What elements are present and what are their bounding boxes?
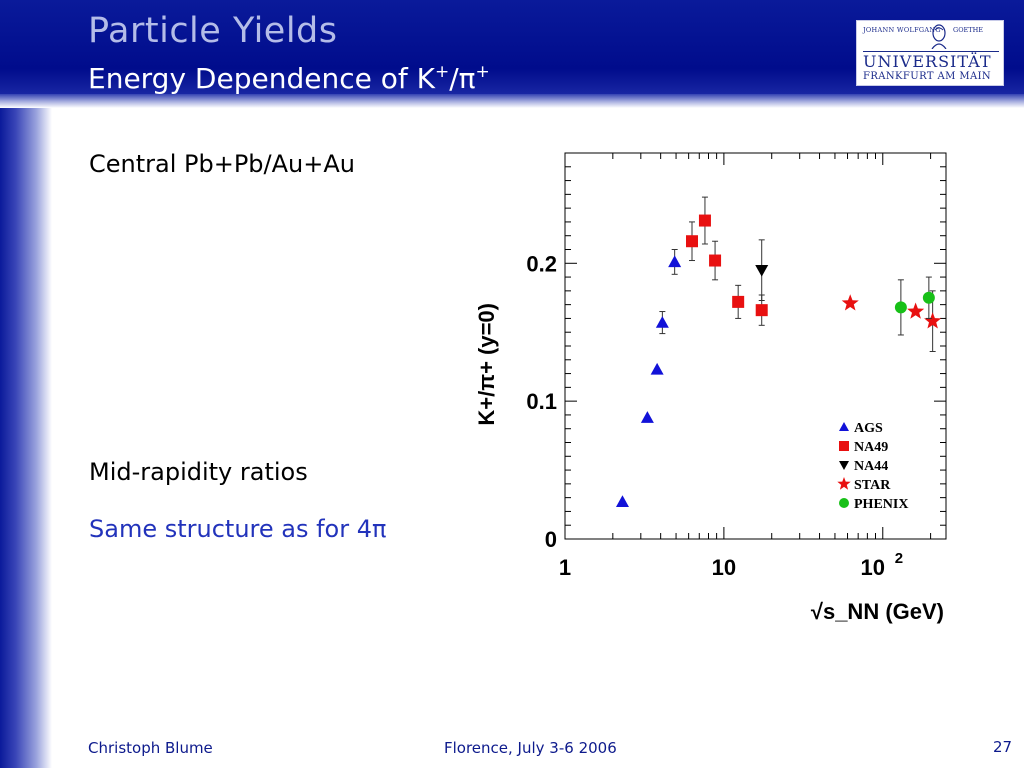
y-tick-label: 0 [545, 527, 557, 552]
x-tick-label: 10 [712, 555, 736, 580]
page-number: 27 [993, 738, 1013, 756]
data-point-ags [668, 255, 682, 268]
legend-marker-na49 [839, 441, 849, 451]
y-tick-label: 0.1 [526, 389, 557, 414]
data-point-na49 [755, 304, 768, 317]
legend-label-na44: NA44 [854, 459, 888, 474]
data-point-star [841, 294, 859, 311]
y-tick-label: 0.2 [526, 251, 557, 276]
legend-label-ags: AGS [854, 421, 883, 436]
subtitle-sup-1: + [434, 62, 450, 82]
note-mid-rapidity: Mid-rapidity ratios [89, 458, 308, 486]
x-tick-label: 10 [861, 555, 885, 580]
legend-marker-na44 [839, 461, 849, 470]
data-point-ags [650, 362, 664, 375]
footer-event: Florence, July 3-6 2006 [444, 739, 617, 757]
logo-name: UNIVERSITÄT [863, 52, 992, 71]
data-point-na44 [755, 264, 769, 277]
logo-city: FRANKFURT AM MAIN [863, 71, 992, 82]
kpi-ratio-chart: 0 0.1 0.2 1 10 10 2 K+/π+ (y=0) √s_NN (GeV) AGS NA… [474, 152, 947, 624]
subtitle-slash-pi: /π [449, 62, 476, 95]
x-tick-label-exponent: 2 [895, 550, 903, 567]
slide-subtitle: Energy Dependence of K+/π+ [88, 64, 490, 93]
legend-marker-phenix [839, 498, 849, 508]
header-bar [0, 0, 1024, 98]
data-point-na49 [698, 214, 711, 227]
university-logo: JOHANN WOLFGANG GOETHE UNIVERSITÄT FRANK… [856, 20, 1004, 86]
data-point-na49 [709, 254, 722, 267]
logo-top-right: GOETHE [953, 26, 984, 34]
footer-author: Christoph Blume [88, 739, 213, 757]
x-tick-label: 1 [559, 555, 571, 580]
data-point-na49 [686, 235, 699, 248]
legend-label-na49: NA49 [854, 440, 888, 455]
logo-divider [863, 51, 999, 52]
legend-label-phenix: PHENIX [854, 497, 908, 512]
legend-marker-star [837, 477, 851, 490]
slide-title: Particle Yields [88, 11, 338, 51]
data-point-na49 [732, 295, 745, 308]
y-axis-title: K+/π+ (y=0) [474, 303, 499, 426]
subtitle-sup-2: + [475, 62, 490, 82]
data-point-ags [615, 495, 629, 507]
legend-label-star: STAR [854, 478, 891, 493]
data-point-star [907, 302, 925, 319]
legend-marker-ags [839, 422, 849, 431]
note-same-structure: Same structure as for 4π [89, 515, 387, 543]
data-point-phenix [922, 291, 935, 304]
logo-top-left: JOHANN WOLFGANG [863, 26, 941, 34]
subtitle-text: Energy Dependence of K [88, 62, 435, 95]
system-label: Central Pb+Pb/Au+Au [89, 150, 355, 178]
data-point-ags [640, 411, 654, 423]
header-fade [0, 94, 1024, 108]
data-point-phenix [894, 301, 907, 314]
portrait-icon [931, 24, 947, 49]
data-point-star [924, 312, 942, 329]
side-bar [0, 108, 52, 768]
x-axis-title: √s_NN (GeV) [811, 599, 944, 624]
data-point-ags [655, 316, 669, 328]
